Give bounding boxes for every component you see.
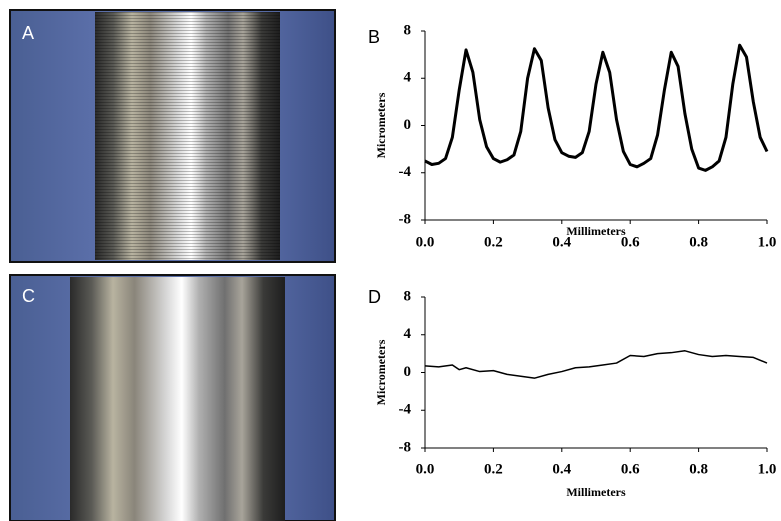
y-tick-label: 4 xyxy=(404,326,412,342)
x-tick-label: 0.4 xyxy=(552,234,571,250)
y-tick-label: 8 xyxy=(404,22,412,38)
x-tick-label: 0.8 xyxy=(689,234,708,250)
panel-label: B xyxy=(368,27,380,47)
y-tick-label: 0 xyxy=(404,117,412,133)
y-tick-label: -8 xyxy=(399,211,412,227)
panel-label: A xyxy=(22,23,34,43)
y-axis-title: Micrometers xyxy=(374,92,388,158)
y-tick-label: 4 xyxy=(404,70,412,86)
y-tick-label: 0 xyxy=(404,364,412,380)
panel-label: C xyxy=(22,286,35,306)
y-tick-label: -4 xyxy=(399,164,412,180)
line-chart: -8 -4 0 4 8 0.0 0.2 0.4 0.6 0.8 1.0 Millimeters Micr… xyxy=(368,22,776,250)
x-tick-label: 0.0 xyxy=(416,234,435,250)
y-tick-label: 8 xyxy=(404,288,412,304)
x-axis-title: Millimeters xyxy=(566,485,626,499)
panel-label: D xyxy=(368,287,381,307)
x-tick-label: 1.0 xyxy=(758,234,777,250)
photo-a: A xyxy=(9,9,336,263)
x-tick-label: 0.4 xyxy=(552,461,571,477)
x-tick-label: 0.2 xyxy=(484,234,503,250)
data-line xyxy=(424,43,769,172)
photo-c: C xyxy=(9,274,336,521)
x-axis-title: Millimeters xyxy=(566,224,626,238)
x-tick-label: 0.2 xyxy=(484,461,503,477)
x-tick-label: 1.0 xyxy=(758,461,777,477)
y-tick-label: -8 xyxy=(399,439,412,455)
y-tick-label: -4 xyxy=(399,402,412,418)
x-tick-label: 0.8 xyxy=(689,461,708,477)
y-axis-title: Micrometers xyxy=(374,339,388,405)
x-tick-label: 0.0 xyxy=(416,461,435,477)
x-tick-label: 0.6 xyxy=(621,234,640,250)
line-chart: -8 -4 0 4 8 0.0 0.2 0.4 0.6 0.8 1.0 Millimeters Micr… xyxy=(368,287,776,499)
data-line xyxy=(424,350,768,379)
x-tick-label: 0.6 xyxy=(621,461,640,477)
